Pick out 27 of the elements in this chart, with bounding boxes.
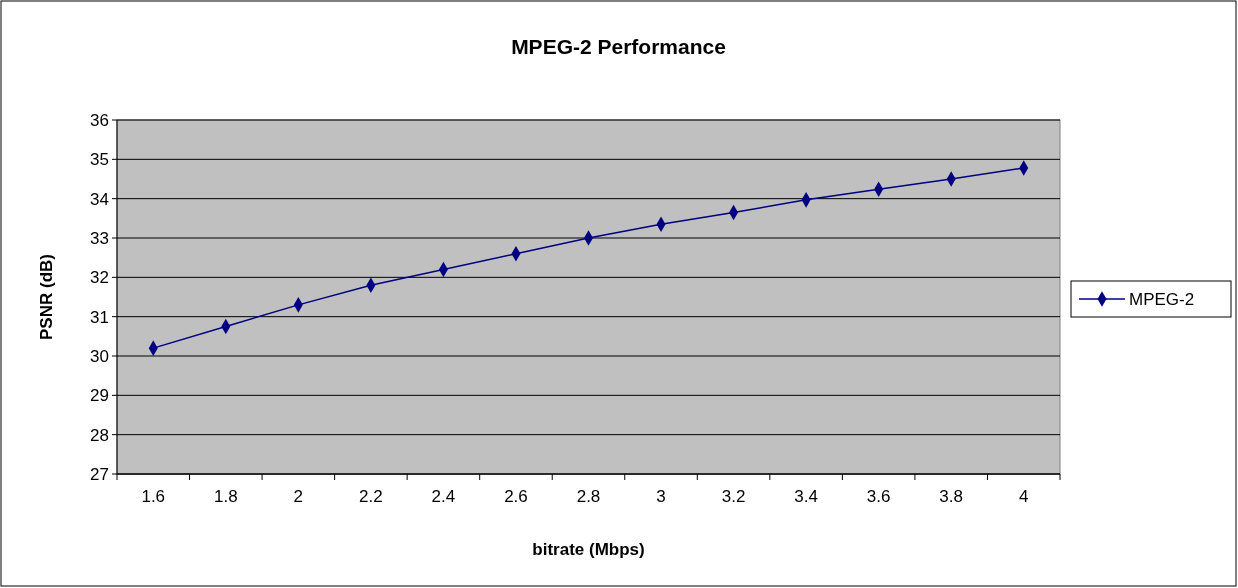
- x-tick-label: 2.8: [576, 487, 601, 506]
- chart-title: MPEG-2 Performance: [511, 35, 726, 58]
- x-tick-label: 4: [1019, 487, 1029, 506]
- x-tick-label: 3.4: [794, 487, 818, 506]
- x-tick-label: 3.6: [866, 487, 891, 506]
- y-tick-label: 30: [90, 346, 109, 366]
- y-tick-label: 36: [90, 110, 109, 130]
- x-tick-label: 3: [656, 487, 666, 506]
- x-tick-label: 1.8: [213, 487, 238, 506]
- x-tick-label: 2.4: [431, 487, 456, 506]
- legend-label: MPEG-2: [1129, 289, 1195, 309]
- x-tick-label: 2.2: [359, 487, 383, 506]
- y-axis-title: PSNR (dB): [37, 254, 56, 340]
- y-tick-label: 35: [90, 150, 109, 170]
- y-tick-label: 28: [90, 425, 109, 445]
- x-tick-label: 2: [293, 487, 304, 506]
- x-tick-label: 3.8: [939, 487, 964, 506]
- x-tick-label: 2.6: [504, 487, 528, 506]
- y-tick-label: 33: [90, 228, 109, 248]
- x-tick-label: 3.2: [721, 487, 746, 506]
- y-tick-label: 32: [90, 268, 109, 288]
- y-tick-label: 34: [90, 189, 109, 209]
- x-tick-label: 1.6: [141, 487, 166, 506]
- y-tick-label: 29: [90, 386, 109, 406]
- y-tick-label: 31: [90, 307, 109, 327]
- x-axis-title: bitrate (Mbps): [532, 540, 645, 559]
- y-tick-label: 27: [90, 464, 109, 484]
